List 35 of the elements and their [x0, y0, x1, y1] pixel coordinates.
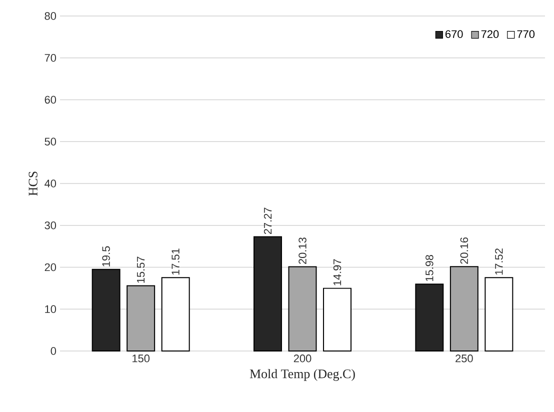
bar: [254, 236, 282, 352]
bar: [288, 266, 317, 352]
x-tick-label: 150: [132, 354, 150, 362]
y-tick-label: 20: [44, 263, 56, 272]
x-axis-title: Mold Temp (Deg.C): [250, 369, 355, 381]
y-tick-label: 60: [44, 96, 56, 104]
x-tick-label: 250: [456, 354, 473, 362]
legend-label: 720: [481, 30, 499, 38]
data-label: 20.16: [460, 237, 468, 264]
y-axis-title: HCS: [28, 172, 38, 196]
data-label: 17.51: [172, 248, 180, 275]
bar: [484, 277, 514, 352]
data-label: 14.97: [333, 259, 342, 286]
data-label: 15.98: [426, 254, 434, 282]
bar: [415, 284, 444, 352]
y-tick-label: 40: [44, 180, 56, 188]
data-label: 20.13: [298, 238, 306, 264]
bar: [450, 266, 478, 352]
y-tick-label: 80: [44, 12, 56, 20]
bar: [92, 268, 120, 352]
y-tick-label: 30: [44, 222, 56, 230]
data-label: 19.5: [102, 246, 110, 266]
y-tick-label: 50: [44, 138, 56, 146]
legend-label: 770: [517, 30, 535, 38]
bar: [323, 288, 352, 352]
data-label: 15.57: [137, 256, 145, 283]
bar: [126, 285, 156, 352]
data-label: 27.27: [264, 208, 272, 234]
y-tick-label: 10: [45, 305, 56, 314]
data-label: 17.52: [495, 248, 503, 275]
y-tick-label: 0: [50, 347, 56, 355]
bar: [161, 277, 190, 352]
x-tick-label: 200: [294, 354, 312, 362]
legend-label: 670: [446, 30, 463, 38]
y-tick-label: 70: [44, 54, 56, 62]
